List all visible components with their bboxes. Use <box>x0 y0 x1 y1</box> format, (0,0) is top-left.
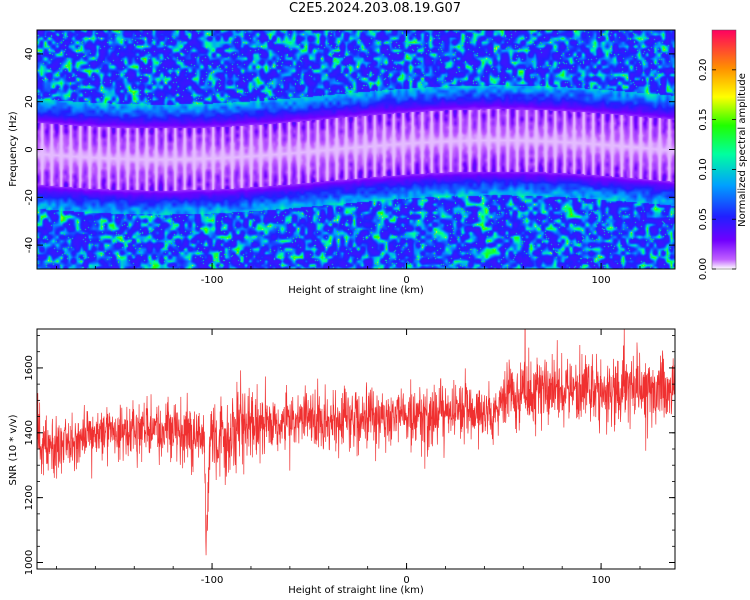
spectrogram-x-tick-label: 0 <box>403 275 409 286</box>
snr-x-tick-label: 100 <box>592 575 611 586</box>
spectrogram-y-tick-label: 0 <box>24 146 35 152</box>
colorbar-tick-label: 0.20 <box>698 59 709 81</box>
snr-x-tick-label: 0 <box>403 575 409 586</box>
spectrogram-y-tick-label: -40 <box>24 237 35 253</box>
snr-y-tick-label: 1200 <box>24 485 35 510</box>
spectrogram-image <box>37 30 675 269</box>
spectrogram-x-tick-label: 100 <box>592 275 611 286</box>
spectrogram-y-axis-label: Frequency (Hz) <box>8 111 19 187</box>
colorbar-tick-label: 0.00 <box>698 258 709 280</box>
colorbar-tick-label: 0.10 <box>698 158 709 180</box>
spectrogram-x-tick-label: -100 <box>201 275 224 286</box>
snr-y-tick-label: 1400 <box>24 420 35 445</box>
spectrogram-y-tick-label: -20 <box>24 189 35 205</box>
spectrogram-panel: -100 0 100 -40 -20 0 20 40 Height of straight … <box>8 29 676 296</box>
snr-x-ticks: -100 0 100 <box>56 329 641 586</box>
colorbar-tick-label: 0.05 <box>698 208 709 230</box>
colorbar-tick-label: 0.15 <box>698 108 709 130</box>
snr-y-ticks: 1000 1200 1400 1600 <box>24 335 675 575</box>
colorbar-frame <box>711 29 737 270</box>
spectrogram-y-tick-label: 40 <box>24 48 35 61</box>
snr-y-tick-label: 1600 <box>24 355 35 380</box>
figure-title: C2E5.2024.203.08.19.G07 <box>288 1 462 16</box>
colorbar-ticks: 0.00 0.05 0.10 0.15 0.20 <box>698 59 736 280</box>
spectrogram-x-axis-label: Height of straight line (km) <box>288 285 424 296</box>
snr-x-tick-label: -100 <box>201 575 224 586</box>
snr-series-line <box>37 329 675 556</box>
spectrogram-x-ticks: -100 0 100 <box>56 30 641 286</box>
spectrogram-y-tick-label: 20 <box>24 95 35 108</box>
snr-y-axis-label: SNR (10 * v/v) <box>8 414 19 485</box>
colorbar-gradient <box>712 30 736 269</box>
colorbar: 0.00 0.05 0.10 0.15 0.20 Normalized spectral… <box>698 29 748 280</box>
snr-background <box>37 329 675 569</box>
snr-panel: -100 0 100 1000 1200 1400 1600 Height of stra… <box>8 328 676 596</box>
spectrogram-y-ticks: -40 -20 0 20 40 <box>24 48 675 253</box>
snr-y-tick-label: 1000 <box>24 550 35 575</box>
snr-x-axis-label: Height of straight line (km) <box>288 585 424 596</box>
colorbar-label: Normalized spectral amplitude <box>737 73 748 227</box>
